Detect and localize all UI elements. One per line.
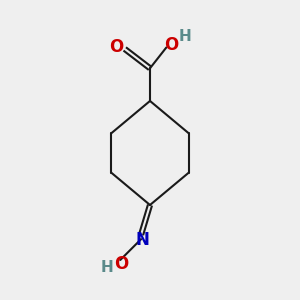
Text: N: N bbox=[136, 231, 149, 249]
Text: O: O bbox=[114, 255, 128, 273]
Text: O: O bbox=[110, 38, 124, 56]
Text: H: H bbox=[179, 29, 191, 44]
Text: H: H bbox=[100, 260, 113, 275]
Text: O: O bbox=[165, 36, 179, 54]
